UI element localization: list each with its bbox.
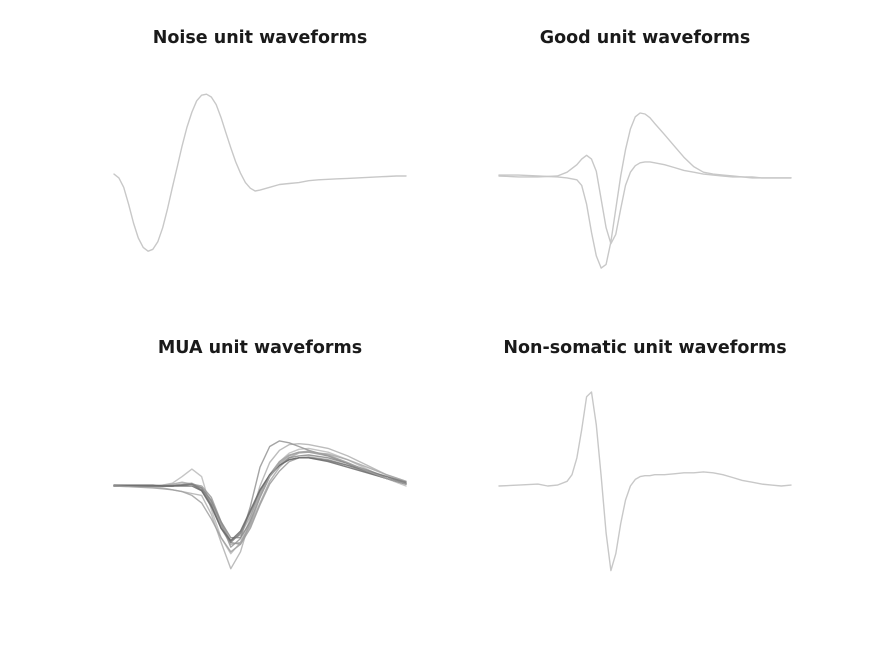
noise-waveforms-panel: Noise unit waveforms [113, 28, 407, 252]
mua-waveform-line-10 [113, 450, 407, 553]
good-waveform-line-2 [498, 154, 792, 245]
good-waveform-line-1 [498, 112, 792, 269]
mua-series-layer [113, 440, 407, 570]
mua-waveform-line-9 [113, 457, 407, 542]
good-panel-title: Good unit waveforms [540, 28, 751, 48]
non-somatic-waveforms-panel: Non-somatic unit waveforms [498, 338, 792, 572]
good-waveforms-panel: Good unit waveforms [498, 28, 792, 269]
noise-series-layer [113, 93, 407, 252]
non-somatic-series-layer [498, 391, 792, 572]
noise-waveform-line-1 [113, 93, 407, 252]
non-somatic-waveform-line-1 [498, 391, 792, 572]
noise-panel-title: Noise unit waveforms [153, 28, 368, 48]
mua-waveforms-panel: MUA unit waveforms [113, 338, 407, 570]
mua-panel-title: MUA unit waveforms [158, 338, 362, 358]
non-somatic-panel-title: Non-somatic unit waveforms [503, 338, 786, 358]
good-series-layer [498, 112, 792, 269]
